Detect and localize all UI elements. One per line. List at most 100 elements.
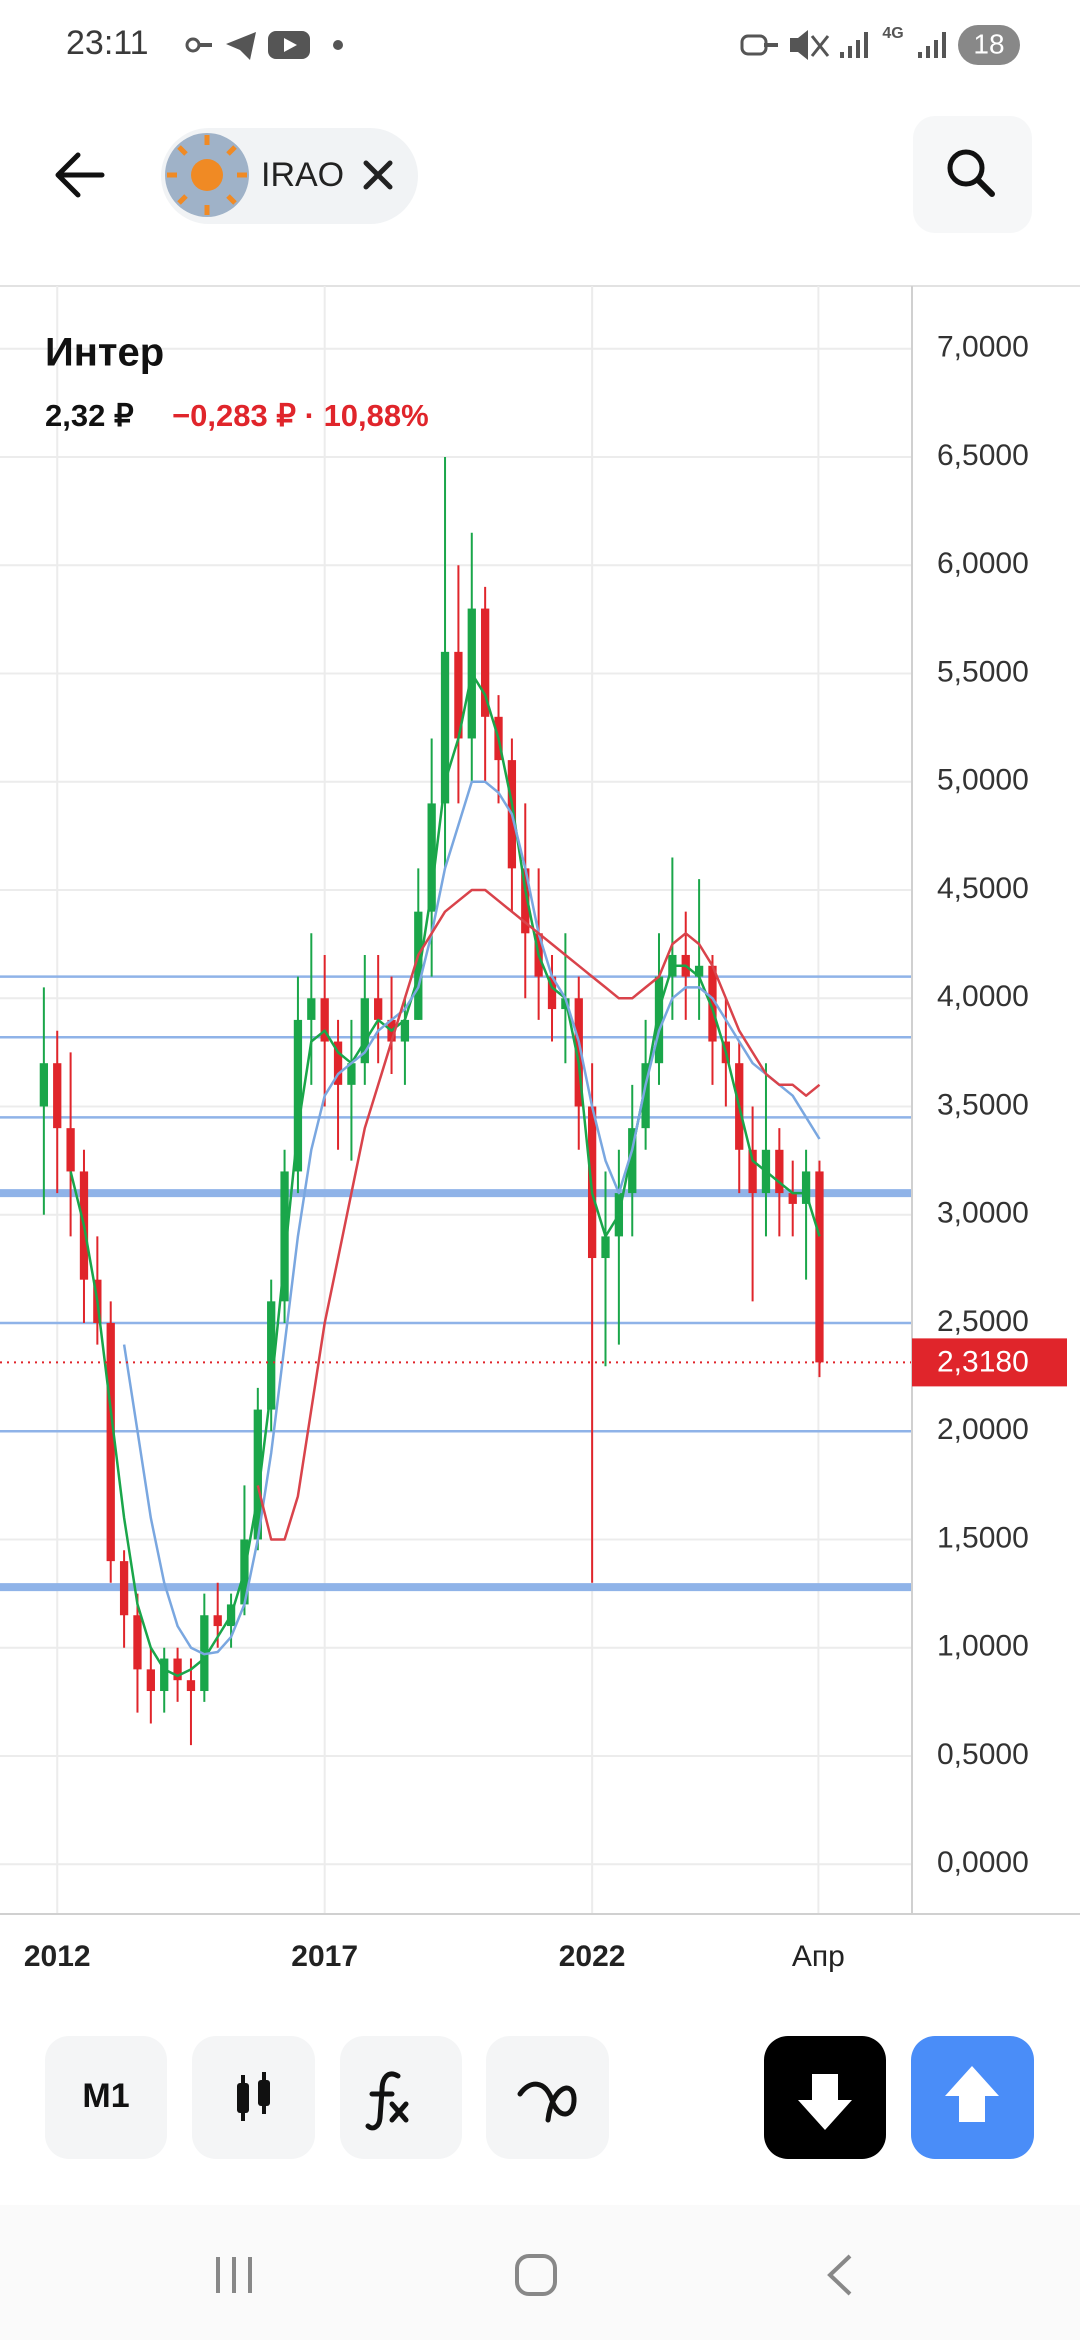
candle-body bbox=[708, 965, 717, 1042]
x-tick-label: 2022 bbox=[559, 1940, 626, 1973]
candle-body bbox=[119, 1561, 129, 1616]
candle-body bbox=[66, 1128, 75, 1172]
candle-body bbox=[427, 803, 436, 912]
ticker-remove[interactable] bbox=[363, 160, 393, 190]
search-button[interactable] bbox=[913, 116, 1032, 233]
candle-body bbox=[39, 1063, 49, 1107]
nav-home[interactable] bbox=[515, 2254, 557, 2296]
candle-body bbox=[521, 868, 530, 934]
candle-body bbox=[775, 1149, 784, 1194]
candle-body bbox=[320, 998, 329, 1042]
period-button[interactable] bbox=[45, 2036, 167, 2159]
y-tick-label: 0,5000 bbox=[937, 1738, 1029, 1771]
y-tick-label: 2,5000 bbox=[937, 1305, 1029, 1338]
back-arrow bbox=[55, 152, 105, 198]
candle-body bbox=[815, 1171, 824, 1363]
candle-body bbox=[641, 1063, 650, 1129]
candle-body bbox=[173, 1658, 182, 1681]
status-network: 4G bbox=[882, 25, 903, 42]
buy-arrow bbox=[945, 2066, 999, 2122]
moving-average-line bbox=[69, 672, 821, 1678]
moving-average-line bbox=[256, 888, 821, 1541]
chart-type-button[interactable] bbox=[192, 2036, 315, 2159]
candle-body bbox=[146, 1669, 155, 1692]
candle-body bbox=[293, 1019, 303, 1172]
candle-body bbox=[106, 1322, 115, 1562]
candle-body bbox=[53, 1063, 62, 1129]
last-price-box bbox=[912, 1338, 1067, 1387]
y-tick-label: 7,0000 bbox=[937, 331, 1029, 364]
candle-body bbox=[186, 1680, 196, 1692]
candle-body bbox=[454, 651, 463, 739]
drawing-icon bbox=[517, 2081, 577, 2123]
y-tick-label: 6,0000 bbox=[937, 547, 1029, 580]
x-tick-label: Апр bbox=[792, 1940, 845, 1973]
y-tick-label: 6,5000 bbox=[937, 439, 1029, 472]
back-button[interactable] bbox=[55, 152, 105, 198]
candle-body bbox=[267, 1301, 276, 1410]
candle-body bbox=[280, 1171, 289, 1302]
status-battery: 18 bbox=[973, 28, 1004, 59]
search-handle bbox=[975, 177, 995, 197]
candle-body bbox=[601, 1236, 610, 1259]
status-icons-right bbox=[740, 25, 1020, 65]
candle-body bbox=[333, 1041, 343, 1085]
candle-body bbox=[133, 1615, 142, 1670]
candle-icon bbox=[237, 2072, 270, 2121]
nav-back[interactable] bbox=[827, 2254, 852, 2296]
y-tick-label: 1,0000 bbox=[937, 1630, 1029, 1663]
ticker-logo-rays bbox=[167, 135, 247, 215]
candle-body bbox=[414, 911, 423, 1020]
candle-body bbox=[160, 1658, 169, 1692]
chart-change: −0,283 ₽ · 10,88% bbox=[172, 398, 429, 433]
candle-body bbox=[694, 965, 704, 977]
candle-body bbox=[547, 976, 557, 1010]
candle-body bbox=[347, 1063, 356, 1085]
chart bbox=[0, 286, 912, 1914]
y-tick-label: 3,5000 bbox=[937, 1088, 1029, 1121]
search-icon bbox=[947, 149, 985, 187]
candle-body bbox=[440, 651, 450, 804]
period-label: M1 bbox=[82, 2077, 129, 2115]
candle-body bbox=[801, 1171, 811, 1204]
candle-body bbox=[374, 998, 383, 1020]
close-icon bbox=[363, 160, 393, 190]
y-tick-label: 5,0000 bbox=[937, 764, 1029, 797]
nav-recents[interactable] bbox=[216, 2257, 252, 2293]
y-tick-label: 5,5000 bbox=[937, 655, 1029, 688]
candle-body bbox=[213, 1615, 222, 1627]
candle-body bbox=[654, 976, 664, 1064]
indicators-button[interactable] bbox=[340, 2036, 462, 2159]
ticker-logo-sun bbox=[191, 159, 223, 191]
y-tick-label: 4,5000 bbox=[937, 872, 1029, 905]
candle-body bbox=[574, 998, 583, 1107]
candle-body bbox=[400, 1019, 410, 1042]
y-tick-label: 2,0000 bbox=[937, 1413, 1029, 1446]
candle-body bbox=[788, 1193, 797, 1204]
x-tick-label: 2012 bbox=[24, 1940, 91, 1973]
nav-bar bbox=[0, 2205, 1080, 2340]
moving-average-line bbox=[122, 780, 821, 1656]
y-tick-label: 1,5000 bbox=[937, 1521, 1029, 1554]
chart-title: Интер bbox=[45, 331, 164, 375]
status-icons-left bbox=[185, 31, 343, 60]
x-tick-label: 2017 bbox=[291, 1940, 358, 1973]
candle-body bbox=[748, 1149, 757, 1194]
ticker-name: IRAO bbox=[261, 156, 344, 194]
drawing-button[interactable] bbox=[486, 2036, 609, 2159]
sell-arrow bbox=[798, 2074, 852, 2130]
last-price-label: 2,3180 bbox=[937, 1345, 1029, 1378]
nav-icons bbox=[216, 2254, 852, 2296]
status-time: 23:11 bbox=[66, 24, 149, 62]
candle-body bbox=[253, 1409, 262, 1540]
candle-body bbox=[360, 998, 369, 1064]
candle-body bbox=[307, 998, 316, 1020]
candle-body bbox=[481, 608, 490, 717]
y-tick-label: 4,0000 bbox=[937, 980, 1029, 1013]
indicators-icon bbox=[365, 2071, 409, 2131]
y-tick-label: 0,0000 bbox=[937, 1846, 1029, 1879]
